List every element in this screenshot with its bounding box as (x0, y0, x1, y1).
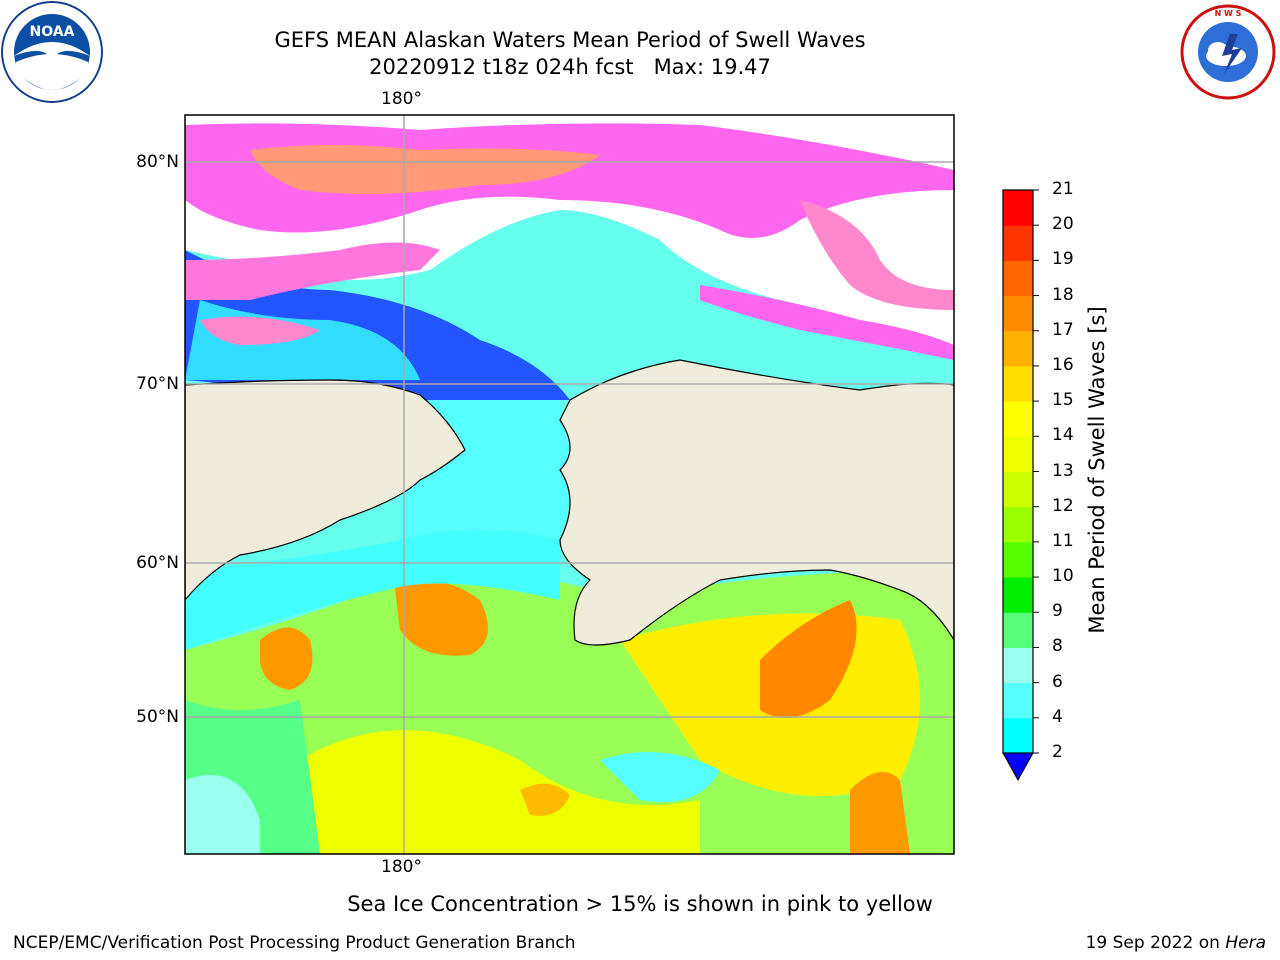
colorbar-tick-label: 13 (1052, 460, 1074, 481)
colorbar-tick-label: 2 (1052, 742, 1063, 762)
lon-label-bottom: 180° (381, 857, 422, 877)
colorbar-swatch (1003, 717, 1033, 754)
colorbar-swatch (1003, 260, 1033, 297)
colorbar-swatch (1003, 401, 1033, 437)
title-line-2: 20220912 t18z 024h fcst Max: 19.47 (369, 55, 771, 79)
nws-logo-icon: N W S (1180, 4, 1276, 100)
colorbar-tick-label: 16 (1052, 354, 1074, 375)
colorbar-tick-label: 21 (1052, 179, 1074, 199)
colorbar-tick-label: 9 (1052, 601, 1063, 622)
colorbar-swatch (1003, 541, 1033, 578)
colorbar-swatch (1003, 647, 1033, 684)
colorbar-tick-label: 12 (1052, 495, 1074, 516)
colorbar-swatch (1003, 682, 1033, 719)
colorbar-tick-label: 4 (1052, 706, 1063, 727)
colorbar-swatch (1003, 365, 1033, 402)
land-siberia (185, 379, 466, 601)
colorbar-tick-label: 19 (1052, 249, 1074, 270)
colorbar-extend-triangle (1002, 752, 1034, 782)
colorbar-swatch (1003, 506, 1033, 543)
title-line-1: GEFS MEAN Alaskan Waters Mean Period of … (274, 28, 866, 52)
colorbar-swatch (1003, 190, 1033, 226)
land-alaska (559, 359, 954, 646)
svg-text:N W S: N W S (1215, 9, 1242, 18)
chart-title: GEFS MEAN Alaskan Waters Mean Period of … (0, 27, 1140, 81)
sea-ice-caption: Sea Ice Concentration > 15% is shown in … (347, 892, 933, 916)
colorbar-tick-label: 8 (1052, 636, 1063, 657)
colorbar-tick-label: 15 (1052, 390, 1074, 411)
colorbar-tick-label: 17 (1052, 319, 1074, 340)
footer-date: 19 Sep 2022 on Hera (1086, 933, 1266, 953)
lat-label-60: 60°N (136, 553, 179, 573)
colorbar (1002, 189, 1039, 782)
colorbar-swatch (1003, 471, 1033, 508)
colorbar-swatch (1003, 577, 1033, 613)
graticule (185, 115, 954, 854)
lat-label-70: 70°N (136, 374, 179, 394)
footer-date-text: 19 Sep 2022 on (1085, 933, 1226, 953)
colorbar-frame (1002, 189, 1034, 754)
map-frame (184, 114, 955, 855)
lon-label-top: 180° (381, 89, 422, 109)
colorbar-swatch (1003, 295, 1033, 332)
colorbar-swatch (1003, 225, 1033, 261)
colorbar-swatch (1003, 330, 1033, 367)
footer-host: Hera (1225, 933, 1266, 953)
noaa-logo-icon: NOAA (1, 1, 103, 103)
footer-credit: NCEP/EMC/Verification Post Processing Pr… (13, 933, 576, 953)
colorbar-tick-label: 20 (1052, 214, 1074, 235)
colorbar-label: Mean Period of Swell Waves [s] (1085, 306, 1109, 634)
colorbar-tick-label: 18 (1052, 284, 1074, 305)
colorbar-swatch (1003, 436, 1033, 472)
lat-label-80: 80°N (136, 152, 179, 172)
svg-text:NOAA: NOAA (30, 24, 75, 40)
colorbar-tick-label: 11 (1052, 530, 1074, 551)
colorbar-swatch (1003, 612, 1033, 648)
lat-label-50: 50°N (136, 707, 179, 727)
colorbar-tick-label: 10 (1052, 566, 1074, 587)
colorbar-tick-label: 14 (1052, 425, 1074, 446)
colorbar-tick-label: 6 (1052, 671, 1063, 692)
